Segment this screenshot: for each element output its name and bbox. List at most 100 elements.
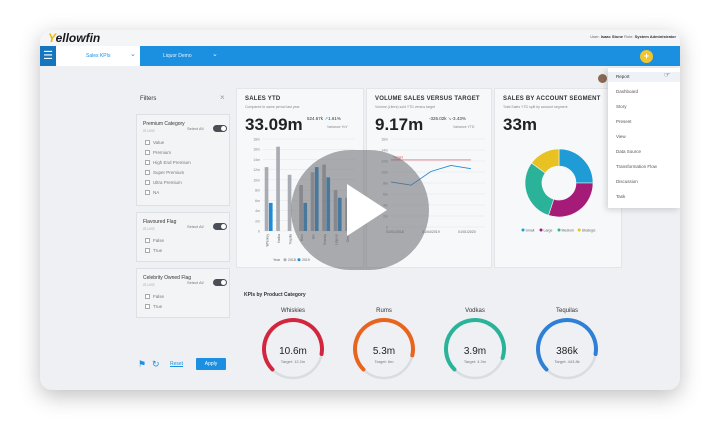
menu-item-story[interactable]: Story — [616, 104, 627, 109]
yellowfin-logo[interactable]: Yellowfin — [48, 31, 101, 45]
checkbox[interactable] — [145, 294, 150, 300]
y-tick-label: 14m — [253, 158, 260, 162]
checkbox[interactable] — [145, 160, 150, 166]
bar-2018 — [276, 146, 280, 231]
menu-item-discussion[interactable]: Discussion — [616, 179, 638, 184]
filter-option[interactable]: False — [145, 294, 164, 300]
kpi-gauge-tequilas[interactable]: Tequilas 386k Target: 443.8k — [532, 308, 602, 388]
menu-item-data-source[interactable]: Data Source — [616, 149, 642, 154]
y-tick-label: 16m — [253, 148, 260, 152]
filter-option[interactable]: Super Premium — [145, 170, 184, 176]
y-tick-label: 6m — [255, 199, 260, 203]
filters-title: Filters — [140, 96, 157, 102]
legend-swatch-2019 — [297, 258, 301, 262]
filter-group-title: Celebrity Owned Flag — [143, 275, 192, 281]
select-all-toggle[interactable] — [213, 279, 227, 286]
bar-2018 — [287, 174, 292, 231]
filter-option[interactable]: True — [145, 304, 162, 310]
donut-slice-strategic — [531, 148, 560, 174]
filter-group-title: Flavoured Flag — [143, 219, 177, 225]
card-subtitle: Volume (Liters) sold YTD versus target — [375, 105, 436, 109]
filter-option[interactable]: False — [145, 238, 164, 244]
gauge-name: Vodkas — [465, 308, 485, 314]
menu-item-present[interactable]: Present — [616, 119, 632, 124]
filters-panel: Filters × Premium Category IS LIKE Selec… — [134, 88, 232, 370]
gauge-arc — [444, 318, 506, 372]
gauge-arc — [536, 318, 598, 372]
account-segment-card[interactable]: SALES BY ACCOUNT SEGMENT Total Sales YTD… — [494, 88, 622, 268]
y-tick-label: 12m — [253, 168, 260, 172]
y-tick-label: 8m — [255, 189, 260, 193]
gauge-name: Whiskies — [280, 308, 305, 314]
checkbox[interactable] — [145, 150, 150, 156]
menu-item-report[interactable]: Report — [616, 74, 630, 79]
chevron-down-icon[interactable]: ⌄ — [130, 51, 136, 58]
pointer-cursor-icon: ☞ — [664, 72, 671, 79]
user-info: User: Isaac Stone Role: System Administr… — [590, 34, 676, 39]
menu-item-transformation-flow[interactable]: Transformation Flow — [616, 164, 657, 169]
tab-sales-kpis[interactable]: Sales KPIs ⌄ — [56, 46, 140, 66]
x-tick-label: 01/01/2020 — [458, 230, 476, 234]
gauge-name: Tequilas — [555, 308, 578, 314]
checkbox[interactable] — [145, 140, 150, 146]
menu-item-task[interactable]: Task — [616, 194, 626, 199]
close-icon[interactable]: × — [220, 93, 225, 102]
select-all-toggle[interactable] — [213, 125, 227, 132]
tab-label: Sales KPIs — [86, 53, 111, 59]
checkbox[interactable] — [145, 304, 150, 310]
gauge-arc — [262, 318, 324, 372]
gauge-ring — [353, 318, 415, 380]
select-all-label: Select All — [187, 280, 204, 285]
avatar[interactable] — [598, 74, 607, 83]
filter-option[interactable]: Premium — [145, 150, 171, 156]
select-all-label: Select All — [187, 126, 204, 131]
filter-option[interactable]: High End Premium — [145, 160, 191, 166]
menu-item-view[interactable]: View — [616, 134, 626, 139]
legend-label: 2018 — [288, 258, 296, 262]
hamburger-menu-icon[interactable]: ☰ — [40, 46, 56, 66]
gauge-target: Target: 12.2m — [280, 359, 306, 364]
checkbox[interactable] — [145, 190, 150, 196]
gauge-value: 3.9m — [463, 346, 487, 357]
filter-operator: IS LIKE — [143, 283, 155, 287]
x-tick-label: 01/04/2019 — [422, 230, 440, 234]
legend-label: 2019 — [302, 258, 310, 262]
checkbox[interactable] — [145, 170, 150, 176]
filter-operator: IS LIKE — [143, 129, 155, 133]
add-button[interactable]: + — [640, 50, 653, 63]
filter-option[interactable]: True — [145, 248, 162, 254]
kpi-gauge-vodkas[interactable]: Vodkas 3.9m Target: 4.3m — [440, 308, 510, 388]
gauge-value: 5.3m — [372, 346, 396, 357]
account-donut-chart: Small Large Medium Strategic — [521, 148, 596, 232]
reset-link[interactable]: Reset — [170, 361, 184, 367]
card-title: SALES BY ACCOUNT SEGMENT — [503, 96, 601, 102]
legend-swatch — [577, 228, 581, 232]
legend-label: Large — [544, 228, 553, 232]
checkbox[interactable] — [145, 248, 150, 254]
select-all-toggle[interactable] — [213, 223, 227, 230]
checkbox[interactable] — [145, 180, 150, 186]
bookmark-icon[interactable]: ⚑ — [138, 359, 147, 369]
checkbox[interactable] — [145, 238, 150, 244]
video-play-button[interactable] — [291, 150, 429, 270]
filter-option[interactable]: Value — [145, 140, 164, 146]
navigation-bar: ☰ Sales KPIs ⌄ Liquor Demo ⌄ + — [40, 46, 680, 66]
variance-label: Variance YTD — [453, 125, 475, 129]
gauge-target: Target: 4.3m — [463, 359, 487, 364]
kpi-gauge-rums[interactable]: Rums 5.3m Target: 6m — [349, 308, 419, 388]
refresh-icon[interactable]: ↻ — [152, 359, 160, 369]
legend-swatch — [521, 228, 525, 232]
chevron-down-icon[interactable]: ⌄ — [212, 51, 218, 58]
y-tick-label: 4m — [255, 209, 260, 213]
y-tick-label: 2m — [255, 219, 260, 223]
filter-option[interactable]: Ultra Premium — [145, 180, 182, 186]
apply-button[interactable]: Apply — [196, 358, 226, 370]
play-icon — [347, 184, 387, 236]
filter-group-flavoured-flag: Flavoured Flag IS LIKE Select All False … — [136, 212, 230, 262]
select-all-label: Select All — [187, 224, 204, 229]
menu-item-dashboard[interactable]: Dashboard — [616, 89, 639, 94]
kpi-gauge-whiskies[interactable]: Whiskies 10.6m Target: 12.2m — [258, 308, 328, 388]
card-subtitle: Total Sales YTD split by account segment — [503, 105, 568, 109]
metric-value: 33.09m — [245, 115, 303, 134]
filter-option[interactable]: NA — [145, 190, 159, 196]
